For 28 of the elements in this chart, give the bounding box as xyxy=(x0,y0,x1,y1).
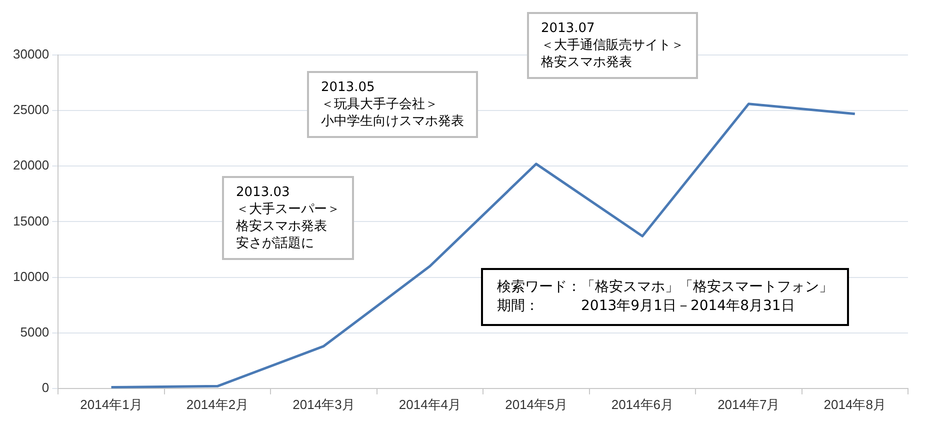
y-tick-label: 0 xyxy=(42,380,50,395)
x-tick-label: 2014年5月 xyxy=(505,396,568,412)
y-tick-label: 10000 xyxy=(12,268,50,284)
annotation: 小中学生向けスマホ発表 xyxy=(321,113,464,130)
x-tick-label: 2014年7月 xyxy=(718,396,780,412)
x-tick-label: 2014年4月 xyxy=(398,396,462,412)
callout-box: 2013.05 ＜玩具大手子会社＞ 小中学生向けスマホ発表 xyxy=(307,71,478,138)
annotation: ＜大手スーパー＞ xyxy=(236,201,340,218)
x-tick-label: 2014年2月 xyxy=(186,396,249,412)
x-tick-label: 2014年6月 xyxy=(611,396,674,412)
annotation: 2013.05 xyxy=(321,79,376,96)
annotation: 安さが話題に xyxy=(236,235,315,252)
x-tick-label: 2014年8月 xyxy=(824,396,886,412)
x-tick-label: 2014年1月 xyxy=(80,396,142,412)
annotation: ＜玩具大手子会社＞ xyxy=(321,96,439,113)
annotation: 期間： 2013年9月1日－2014年8月31日 xyxy=(497,297,796,316)
annotation: 検索ワード：「格安スマホ」「格安スマートフォン」 xyxy=(497,278,833,297)
y-tick-label: 20000 xyxy=(12,158,50,173)
annotation: 格安スマホ発表 xyxy=(541,54,633,71)
y-tick-label: 5000 xyxy=(20,324,50,340)
info-box: 検索ワード：「格安スマホ」「格安スマートフォン」 期間： 2013年9月1日－2014年8月31日 xyxy=(481,268,849,326)
annotation: 2013.03 xyxy=(236,184,291,201)
y-tick-label: 25000 xyxy=(12,102,50,118)
y-tick-label: 30000 xyxy=(12,46,50,62)
x-tick-label: 2014年3月 xyxy=(292,396,355,412)
y-tick-label: 15000 xyxy=(12,213,50,228)
callout-box: 2013.07 ＜大手通信販売サイト＞ 格安スマホ発表 xyxy=(527,12,698,79)
annotation: 格安スマホ発表 xyxy=(236,218,328,235)
